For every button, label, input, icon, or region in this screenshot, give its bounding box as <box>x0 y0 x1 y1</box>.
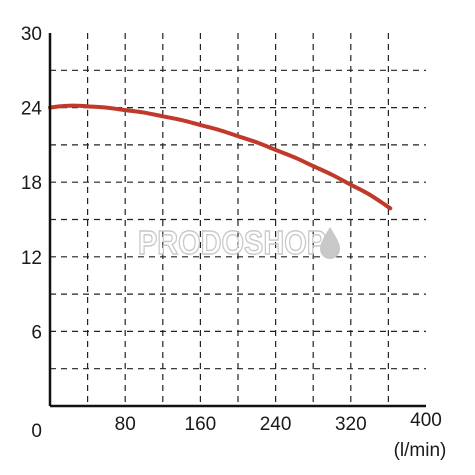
grid-lines <box>50 33 426 406</box>
watermark-logo: PRODOSHOP <box>138 224 326 261</box>
water-drop-icon <box>320 227 340 259</box>
series-lines <box>48 103 393 211</box>
x-tick-label: 240 <box>260 414 292 435</box>
tick-labels: 6 12 18 24 30 0 80 160 240 320 400 <box>21 24 442 442</box>
y-tick-label: 18 <box>21 173 42 194</box>
x-axis-unit-label: (l/min) <box>394 440 447 461</box>
performance-curve <box>48 103 393 211</box>
y-tick-label: 24 <box>21 99 43 120</box>
y-tick-label: 6 <box>31 322 42 343</box>
y-tick-label: 12 <box>21 248 42 269</box>
x-tick-label: 160 <box>185 414 217 435</box>
axes <box>48 33 426 408</box>
x-tick-label: 400 <box>410 410 442 431</box>
x-tick-label: 320 <box>335 414 367 435</box>
y-tick-label: 30 <box>21 24 42 45</box>
x-tick-label: 80 <box>115 414 136 435</box>
watermark: PRODOSHOP <box>137 223 340 262</box>
x-tick-label: 0 <box>31 421 42 442</box>
